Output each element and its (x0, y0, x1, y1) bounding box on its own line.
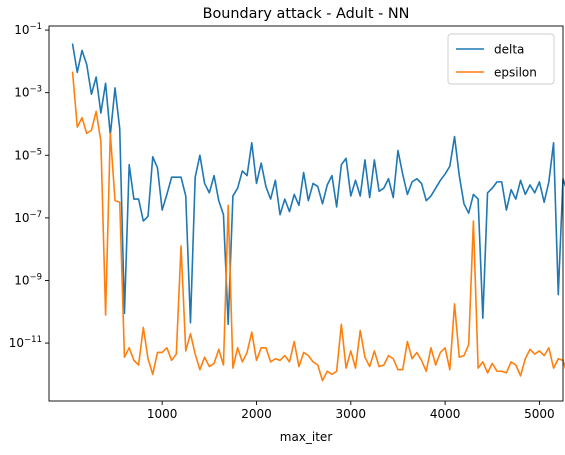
x-tick-label: 1000 (147, 407, 178, 421)
x-tick-label: 2000 (241, 407, 272, 421)
y-axis-ticks: 10−1 10−3 10−5 10−7 10−9 10−11 (9, 22, 49, 350)
y-tick-label: 10−1 (14, 22, 42, 37)
y-tick-label: 10−3 (14, 85, 42, 100)
y-tick-label: 10−5 (14, 147, 42, 162)
x-tick-label: 3000 (336, 407, 367, 421)
legend-label-epsilon: epsilon (494, 66, 537, 80)
x-axis-label: max_iter (280, 430, 333, 444)
chart-title: Boundary attack - Adult - NN (203, 6, 410, 22)
y-tick-label: 10−9 (14, 272, 42, 287)
x-tick-label: 5000 (524, 407, 555, 421)
legend: delta epsilon (448, 34, 554, 84)
x-axis-ticks: 1000 2000 3000 4000 5000 (147, 401, 555, 421)
legend-label-delta: delta (494, 43, 524, 57)
y-tick-label: 10−7 (14, 210, 42, 225)
y-tick-label: 10−11 (9, 335, 42, 350)
x-tick-label: 4000 (430, 407, 461, 421)
